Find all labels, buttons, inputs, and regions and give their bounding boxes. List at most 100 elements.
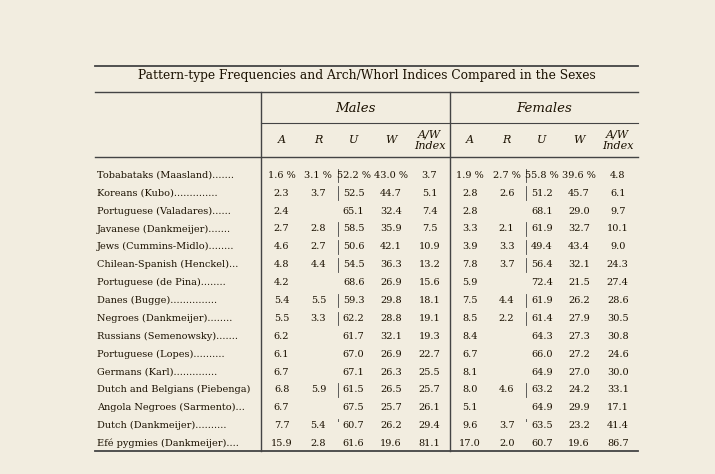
Text: 7.5: 7.5 <box>462 296 478 305</box>
Text: 2.7 %: 2.7 % <box>493 171 521 180</box>
Text: 25.5: 25.5 <box>419 367 440 376</box>
Text: 6.2: 6.2 <box>274 332 290 341</box>
Text: 29.0: 29.0 <box>568 207 590 216</box>
Text: 67.0: 67.0 <box>342 350 365 359</box>
Text: 2.7: 2.7 <box>310 242 326 251</box>
Text: 19.6: 19.6 <box>380 439 402 448</box>
Text: 7.5: 7.5 <box>422 225 438 234</box>
Text: 43.4: 43.4 <box>568 242 590 251</box>
Text: 26.5: 26.5 <box>380 385 402 394</box>
Text: 6.8: 6.8 <box>274 385 290 394</box>
Text: 27.4: 27.4 <box>607 278 628 287</box>
Text: 3.3: 3.3 <box>310 314 326 323</box>
Text: Koreans (Kubo)..............: Koreans (Kubo).............. <box>97 189 217 198</box>
Text: 21.5: 21.5 <box>568 278 590 287</box>
Text: 3.3: 3.3 <box>462 225 478 234</box>
Text: 65.1: 65.1 <box>342 207 365 216</box>
Text: 64.3: 64.3 <box>531 332 553 341</box>
Text: 5.9: 5.9 <box>462 278 478 287</box>
Text: 25.7: 25.7 <box>419 385 440 394</box>
Text: 3.9: 3.9 <box>462 242 478 251</box>
Text: 6.7: 6.7 <box>274 403 290 412</box>
Text: 32.1: 32.1 <box>380 332 402 341</box>
Text: 30.5: 30.5 <box>607 314 628 323</box>
Text: Germans (Karl)..............: Germans (Karl).............. <box>97 367 217 376</box>
Text: 42.1: 42.1 <box>380 242 402 251</box>
Text: 28.8: 28.8 <box>380 314 402 323</box>
Text: Chilean-Spanish (Henckel)...: Chilean-Spanish (Henckel)... <box>97 260 238 269</box>
Text: 5.9: 5.9 <box>311 385 326 394</box>
Text: 2.4: 2.4 <box>274 207 290 216</box>
Text: Danes (Bugge)...............: Danes (Bugge)............... <box>97 296 217 305</box>
Text: 64.9: 64.9 <box>531 367 553 376</box>
Text: 10.1: 10.1 <box>607 225 628 234</box>
Text: 9.6: 9.6 <box>462 421 478 430</box>
Text: 26.1: 26.1 <box>419 403 440 412</box>
Text: 1.9 %: 1.9 % <box>456 171 484 180</box>
Text: 33.1: 33.1 <box>607 385 628 394</box>
Text: U: U <box>537 135 546 145</box>
Text: 28.6: 28.6 <box>607 296 628 305</box>
Text: 5.5: 5.5 <box>274 314 290 323</box>
Text: 19.6: 19.6 <box>568 439 590 448</box>
Text: 27.2: 27.2 <box>568 350 590 359</box>
Text: 27.3: 27.3 <box>568 332 590 341</box>
Text: 6.1: 6.1 <box>610 189 626 198</box>
Text: 2.6: 2.6 <box>499 189 514 198</box>
Text: 32.4: 32.4 <box>380 207 402 216</box>
Text: 5.4: 5.4 <box>274 296 290 305</box>
Text: 45.7: 45.7 <box>568 189 590 198</box>
Text: Pattern-type Frequencies and Arch/Whorl Indices Compared in the Sexes: Pattern-type Frequencies and Arch/Whorl … <box>137 69 596 82</box>
Text: 61.6: 61.6 <box>342 439 365 448</box>
Text: 23.2: 23.2 <box>568 421 590 430</box>
Text: 24.6: 24.6 <box>607 350 628 359</box>
Text: Russians (Semenowsky).......: Russians (Semenowsky)....... <box>97 332 237 341</box>
Text: 15.6: 15.6 <box>419 278 440 287</box>
Text: 3.7: 3.7 <box>422 171 438 180</box>
Text: 54.5: 54.5 <box>342 260 365 269</box>
Text: 2.8: 2.8 <box>310 225 326 234</box>
Text: 32.1: 32.1 <box>568 260 590 269</box>
Text: 30.0: 30.0 <box>607 367 628 376</box>
Text: 36.3: 36.3 <box>380 260 402 269</box>
Text: 24.2: 24.2 <box>568 385 590 394</box>
Text: 3.3: 3.3 <box>499 242 515 251</box>
Text: 2.2: 2.2 <box>499 314 515 323</box>
Text: Females: Females <box>516 102 572 115</box>
Text: 44.7: 44.7 <box>380 189 402 198</box>
Text: 3.7: 3.7 <box>499 421 515 430</box>
Text: 68.6: 68.6 <box>343 278 365 287</box>
Text: 7.4: 7.4 <box>422 207 438 216</box>
Text: 51.2: 51.2 <box>531 189 553 198</box>
Text: Dutch and Belgians (Piebenga): Dutch and Belgians (Piebenga) <box>97 385 250 394</box>
Text: 26.2: 26.2 <box>568 296 590 305</box>
Text: 4.6: 4.6 <box>499 385 514 394</box>
Text: 13.2: 13.2 <box>418 260 440 269</box>
Text: 17.0: 17.0 <box>459 439 480 448</box>
Text: 2.8: 2.8 <box>310 439 326 448</box>
Text: 19.1: 19.1 <box>419 314 440 323</box>
Text: 5.4: 5.4 <box>310 421 326 430</box>
Text: 61.9: 61.9 <box>531 225 553 234</box>
Text: 18.1: 18.1 <box>419 296 440 305</box>
Text: 8.1: 8.1 <box>462 367 478 376</box>
Text: Males: Males <box>335 102 376 115</box>
Text: 26.2: 26.2 <box>380 421 402 430</box>
Text: 59.3: 59.3 <box>342 296 365 305</box>
Text: Portuguese (de Pina)........: Portuguese (de Pina)........ <box>97 278 225 287</box>
Text: 43.0 %: 43.0 % <box>374 171 408 180</box>
Text: 4.6: 4.6 <box>274 242 290 251</box>
Text: 66.0: 66.0 <box>531 350 553 359</box>
Text: 49.4: 49.4 <box>531 242 553 251</box>
Text: 25.7: 25.7 <box>380 403 402 412</box>
Text: 29.9: 29.9 <box>568 403 590 412</box>
Text: Javanese (Dankmeijer).......: Javanese (Dankmeijer)....... <box>97 224 231 234</box>
Text: 62.2: 62.2 <box>342 314 365 323</box>
Text: 17.1: 17.1 <box>607 403 628 412</box>
Text: A/W
Index: A/W Index <box>414 129 445 151</box>
Text: 3.1 %: 3.1 % <box>305 171 332 180</box>
Text: 22.7: 22.7 <box>418 350 440 359</box>
Text: 2.7: 2.7 <box>274 225 290 234</box>
Text: R: R <box>314 135 322 145</box>
Text: 61.4: 61.4 <box>531 314 553 323</box>
